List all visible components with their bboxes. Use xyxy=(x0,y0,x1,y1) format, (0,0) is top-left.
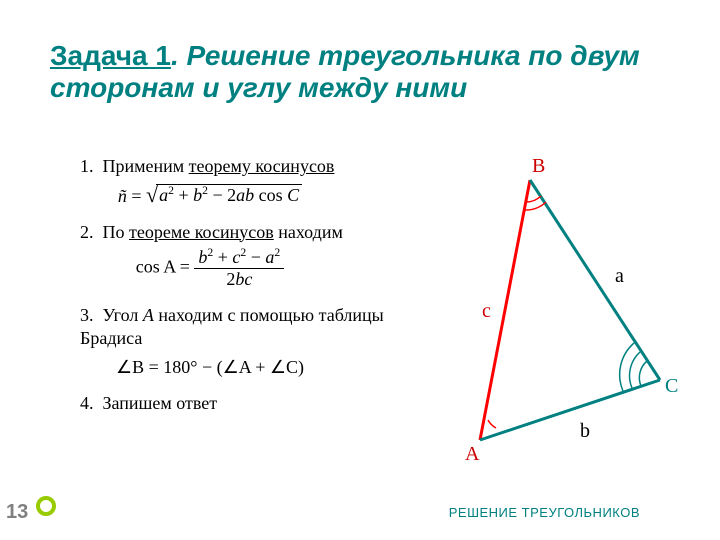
angle-B-arc2 xyxy=(524,202,546,210)
step-1: 1. Применим теорему косинусов xyxy=(80,155,405,178)
step-3: 3. Угол A находим с помощью таблицы Брад… xyxy=(80,304,405,349)
step-2-tail: находим xyxy=(274,222,343,242)
step-4: 4. Запишем ответ xyxy=(80,392,405,415)
step-4-text: Запишем ответ xyxy=(103,393,218,413)
triangle-svg xyxy=(440,160,690,470)
step-1-text: Применим xyxy=(103,156,189,176)
step-3-num: 3. xyxy=(80,305,94,325)
side-a-label: a xyxy=(615,265,624,288)
step-3-t1: Угол xyxy=(103,305,143,325)
footer-text: РЕШЕНИЕ ТРЕУГОЛЬНИКОВ xyxy=(449,505,640,520)
slide-number: 13 xyxy=(6,501,28,524)
formula-2: cos A = b2 + c2 − a22bc xyxy=(80,247,340,290)
side-b-line xyxy=(480,380,660,440)
angle-A-arc xyxy=(488,420,496,428)
vertex-A-label: A xyxy=(465,443,479,466)
side-a-line xyxy=(530,180,660,380)
side-c-label: c xyxy=(482,300,491,323)
problem-label: Задача 1 xyxy=(50,40,171,71)
step-4-num: 4. xyxy=(80,393,94,413)
angle-C-arc3 xyxy=(620,343,634,391)
bullet-icon xyxy=(36,496,56,516)
side-b-label: b xyxy=(580,420,590,443)
angle-C-arc1 xyxy=(639,361,647,386)
formula-1: ñ = √a2 + b2 − 2ab cos C xyxy=(80,184,340,207)
vertex-C-label: C xyxy=(665,375,678,398)
steps-list: 1. Применим теорему косинусов ñ = √a2 + … xyxy=(80,155,405,419)
triangle-diagram: A B C a b c xyxy=(440,160,690,470)
step-2-link[interactable]: теореме косинусов xyxy=(129,222,274,242)
step-1-num: 1. xyxy=(80,156,94,176)
step-3-var: A xyxy=(143,305,154,325)
formula-3: ∠B = 180° − (∠A + ∠C) xyxy=(80,357,340,378)
step-1-link[interactable]: теорему косинусов xyxy=(189,156,335,176)
angle-C-arc2 xyxy=(630,352,640,388)
step-2-num: 2. xyxy=(80,222,94,242)
step-2: 2. По теореме косинусов находим xyxy=(80,221,405,244)
title-sep: . xyxy=(171,40,187,71)
vertex-B-label: B xyxy=(532,155,545,178)
step-2-text: По xyxy=(103,222,130,242)
slide-title: Задача 1. Решение треугольника по двум с… xyxy=(50,40,680,104)
